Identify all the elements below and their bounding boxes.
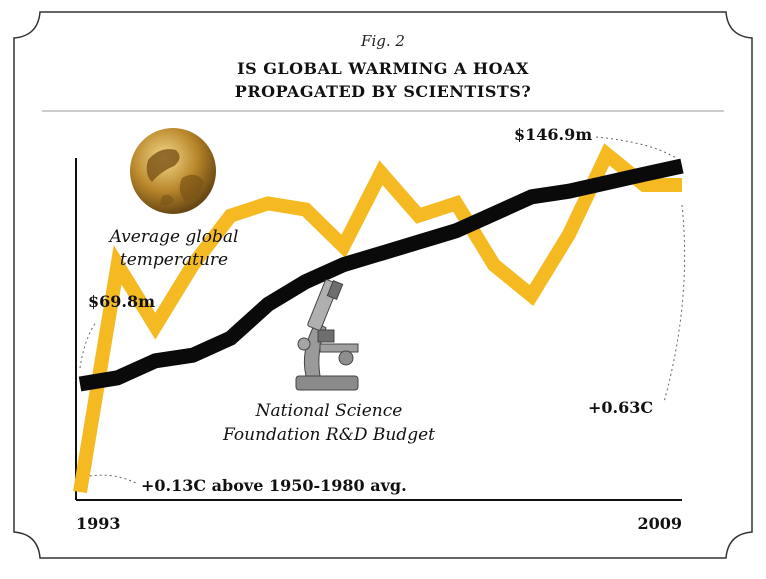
figure-label: Fig. 2 xyxy=(360,32,405,50)
budget-label-line2: Foundation R&D Budget xyxy=(222,425,435,445)
temp-end-leader xyxy=(663,204,686,403)
microscope-icon xyxy=(295,279,359,391)
temp-start-annotation: +0.13C above 1950-1980 avg. xyxy=(141,476,407,495)
chart-title-line2: PROPAGATED BY SCIENTISTS? xyxy=(235,82,531,101)
x-tick-label-start: 1993 xyxy=(76,514,121,533)
x-tick-label-end: 2009 xyxy=(637,514,682,533)
chart-title-line1: IS GLOBAL WARMING A HOAX xyxy=(237,59,529,78)
temperature-label-line2: temperature xyxy=(120,250,228,270)
budget-end-leader xyxy=(595,136,677,159)
budget-start-annotation: $69.8m xyxy=(88,292,155,311)
budget-end-annotation: $146.9m xyxy=(514,125,592,144)
budget-label-line1: National Science xyxy=(255,401,403,421)
temp-end-annotation: +0.63C xyxy=(588,398,653,417)
decorative-frame xyxy=(13,11,753,559)
temperature-label-line1: Average global xyxy=(108,227,239,247)
budget-series-line xyxy=(78,158,684,392)
globe-icon xyxy=(130,128,216,214)
temperature-series-line xyxy=(73,143,682,494)
budget-start-leader xyxy=(79,321,97,369)
